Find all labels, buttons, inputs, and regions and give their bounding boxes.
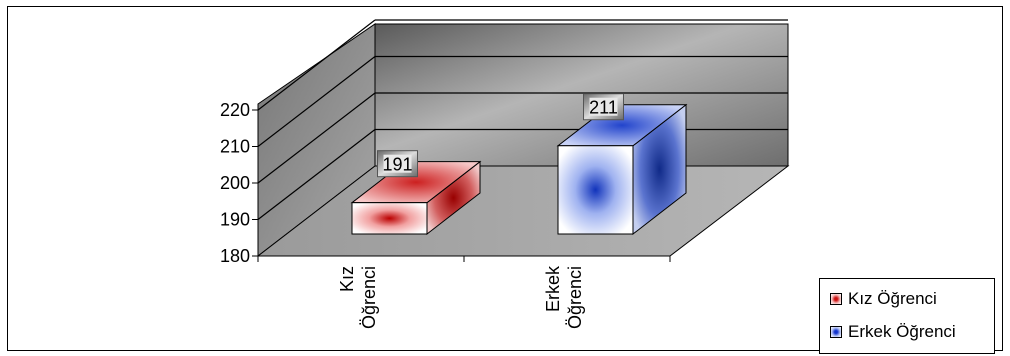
y-tick-label-210: 210	[220, 137, 250, 157]
y-tick-label-220: 220	[220, 100, 250, 120]
data-label-inner-kiz	[383, 154, 412, 173]
gridline-side-220	[257, 19, 376, 111]
legend-swatch-erkek	[830, 326, 842, 338]
x-tick-label-erkek-1: Öğrenci	[565, 266, 585, 329]
legend-item-erkek: Erkek Öğrenci	[830, 321, 956, 343]
x-tick-label-kiz-0: Kız	[337, 266, 357, 292]
legend: Kız Öğrenci Erkek Öğrenci	[819, 278, 995, 354]
x-tick-label-erkek-0: Erkek	[543, 265, 563, 312]
x-axis: Kız Öğrenci Erkek Öğrenci	[257, 255, 671, 329]
data-labels: 191 211	[377, 93, 624, 178]
data-label-inner-erkek	[589, 97, 618, 116]
y-tick-label-190: 190	[220, 210, 250, 230]
legend-label-kiz: Kız Öğrenci	[848, 289, 937, 308]
gridline-side-210	[257, 56, 376, 147]
y-tick-label-180: 180	[220, 246, 250, 266]
bar-erkek	[557, 145, 634, 235]
bars	[350, 103, 688, 236]
x-tick-label-kiz-1: Öğrenci	[359, 266, 379, 329]
data-label-erkek: 211	[589, 98, 618, 118]
legend-item-kiz: Kız Öğrenci	[830, 288, 937, 310]
legend-label-erkek: Erkek Öğrenci	[848, 322, 956, 341]
bar-kiz	[351, 202, 428, 235]
gridline-side-200	[257, 92, 376, 184]
legend-swatch-kiz	[830, 293, 842, 305]
data-label-kiz: 191	[382, 155, 412, 175]
y-axis: 180 190 200 210 220	[220, 100, 259, 266]
gridline-side-190	[257, 129, 376, 220]
y-tick-label-200: 200	[220, 173, 250, 193]
